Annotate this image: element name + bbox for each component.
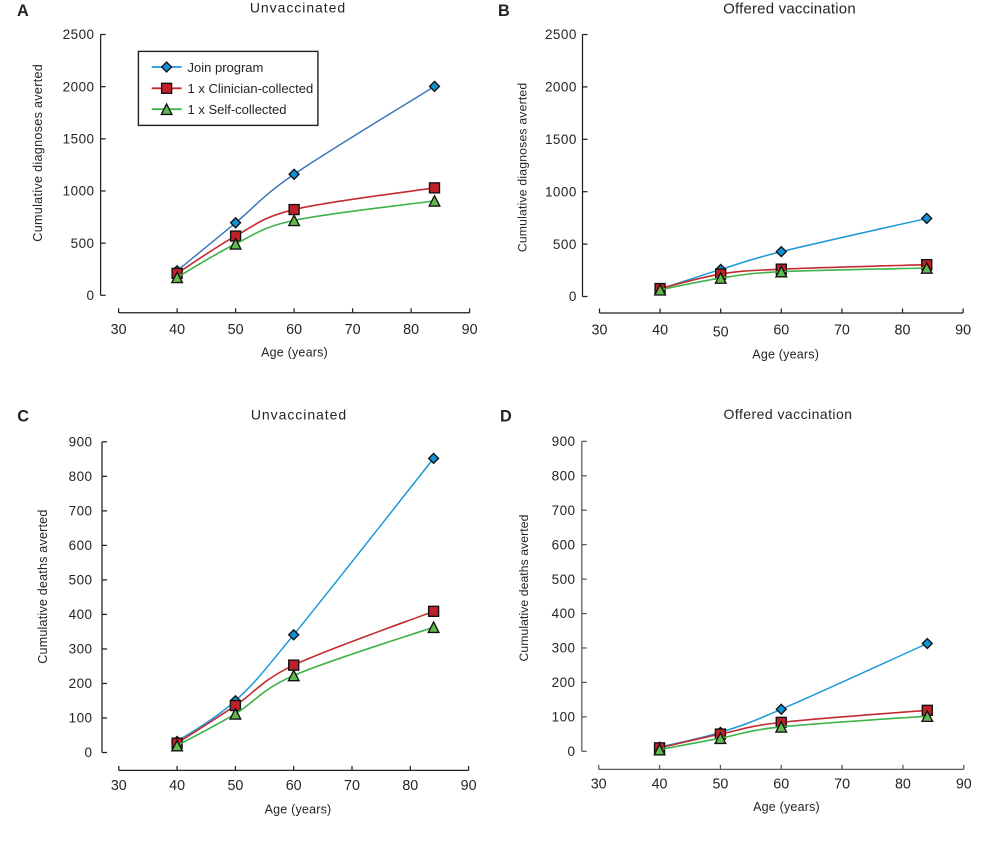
svg-text:200: 200 — [69, 676, 93, 691]
svg-text:70: 70 — [345, 322, 361, 338]
svg-text:30: 30 — [111, 322, 127, 338]
svg-text:1000: 1000 — [63, 184, 95, 199]
svg-text:1500: 1500 — [63, 132, 95, 147]
svg-text:100: 100 — [69, 711, 93, 726]
svg-text:800: 800 — [69, 469, 93, 484]
svg-text:400: 400 — [69, 607, 93, 622]
svg-text:Age (years): Age (years) — [261, 346, 328, 360]
svg-text:90: 90 — [462, 322, 478, 338]
svg-text:70: 70 — [834, 323, 850, 339]
svg-text:500: 500 — [69, 573, 93, 588]
svg-text:Unvaccinated: Unvaccinated — [250, 0, 346, 16]
svg-text:400: 400 — [552, 606, 576, 621]
svg-text:50: 50 — [713, 324, 729, 340]
svg-text:80: 80 — [895, 323, 911, 339]
svg-text:1 x Self-collected: 1 x Self-collected — [188, 102, 287, 117]
svg-text:700: 700 — [552, 503, 576, 518]
svg-text:50: 50 — [228, 322, 244, 338]
svg-text:2000: 2000 — [545, 80, 577, 95]
svg-text:900: 900 — [552, 434, 576, 449]
svg-text:Join program: Join program — [188, 60, 264, 75]
svg-text:Cumulative diagnoses averted: Cumulative diagnoses averted — [31, 64, 45, 242]
svg-text:30: 30 — [111, 778, 127, 794]
svg-text:2000: 2000 — [63, 79, 95, 94]
svg-text:80: 80 — [402, 778, 418, 794]
svg-text:90: 90 — [956, 776, 972, 792]
svg-text:Cumulative diagnoses averted: Cumulative diagnoses averted — [516, 83, 530, 253]
svg-text:90: 90 — [955, 323, 971, 339]
svg-text:700: 700 — [69, 504, 93, 519]
svg-text:0: 0 — [569, 289, 577, 304]
svg-text:1500: 1500 — [545, 132, 577, 147]
svg-text:80: 80 — [403, 322, 419, 338]
svg-text:Offered vaccination: Offered vaccination — [723, 1, 856, 18]
svg-text:A: A — [17, 2, 29, 20]
svg-text:600: 600 — [69, 538, 93, 553]
svg-text:40: 40 — [652, 323, 668, 339]
svg-text:C: C — [17, 408, 29, 426]
svg-text:50: 50 — [227, 778, 243, 794]
svg-text:40: 40 — [169, 322, 185, 338]
svg-text:Age (years): Age (years) — [752, 348, 819, 362]
svg-text:1 x Clinician-collected: 1 x Clinician-collected — [188, 81, 314, 96]
svg-text:60: 60 — [286, 778, 302, 794]
svg-text:1000: 1000 — [545, 184, 577, 199]
svg-text:Offered vaccination: Offered vaccination — [724, 406, 853, 422]
svg-text:Age (years): Age (years) — [265, 803, 332, 817]
svg-text:500: 500 — [552, 572, 576, 587]
svg-text:Age (years): Age (years) — [753, 800, 820, 814]
svg-text:70: 70 — [834, 776, 850, 792]
svg-text:2500: 2500 — [545, 27, 577, 42]
svg-text:200: 200 — [552, 675, 576, 690]
svg-text:800: 800 — [552, 468, 576, 483]
svg-text:2500: 2500 — [63, 27, 95, 42]
svg-text:0: 0 — [85, 745, 93, 760]
svg-text:70: 70 — [344, 778, 360, 794]
svg-text:Cumulative deaths averted: Cumulative deaths averted — [36, 509, 50, 663]
svg-text:Unvaccinated: Unvaccinated — [251, 407, 347, 423]
svg-text:100: 100 — [552, 710, 576, 725]
svg-text:B: B — [498, 2, 510, 20]
svg-text:300: 300 — [552, 641, 576, 656]
svg-text:Cumulative deaths averted: Cumulative deaths averted — [517, 515, 531, 662]
svg-text:40: 40 — [169, 778, 185, 794]
svg-text:300: 300 — [69, 642, 93, 657]
svg-text:500: 500 — [71, 236, 95, 251]
svg-text:50: 50 — [712, 776, 728, 792]
svg-text:90: 90 — [461, 778, 477, 794]
svg-text:80: 80 — [895, 776, 911, 792]
svg-text:500: 500 — [553, 237, 577, 252]
svg-text:D: D — [500, 408, 512, 426]
svg-text:0: 0 — [568, 744, 576, 759]
svg-text:30: 30 — [592, 323, 608, 339]
svg-text:40: 40 — [652, 776, 668, 792]
svg-text:60: 60 — [286, 322, 302, 338]
svg-text:0: 0 — [87, 288, 95, 303]
svg-text:900: 900 — [69, 435, 93, 450]
svg-text:30: 30 — [591, 776, 607, 792]
svg-text:60: 60 — [773, 323, 789, 339]
svg-text:60: 60 — [773, 776, 789, 792]
svg-text:600: 600 — [552, 537, 576, 552]
